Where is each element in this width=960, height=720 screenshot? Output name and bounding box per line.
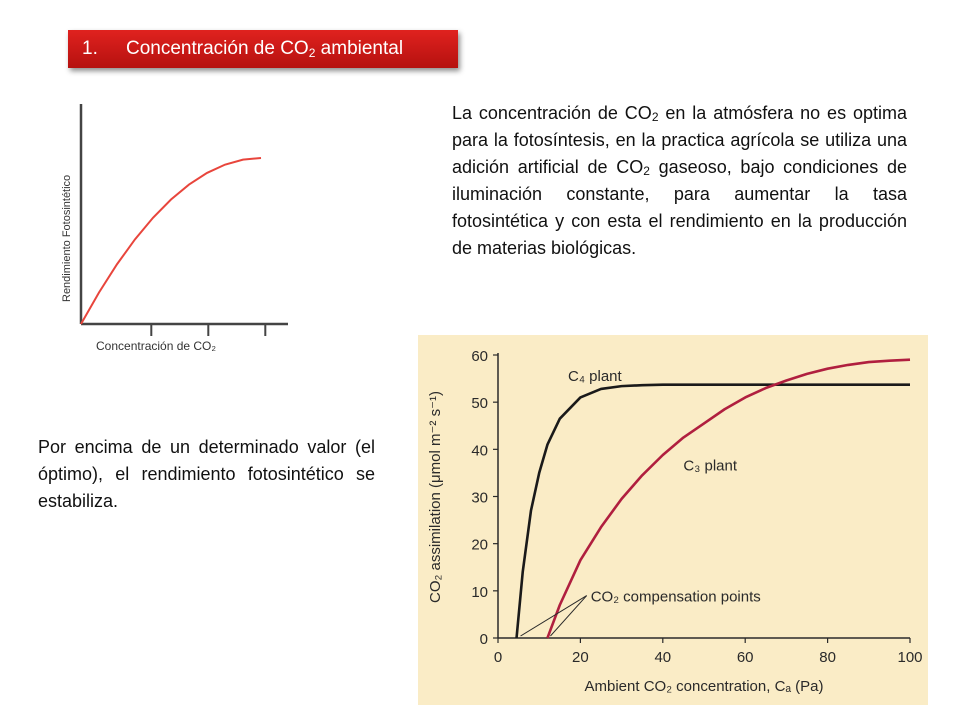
y-tick-label: 0 bbox=[480, 631, 488, 648]
x-tick-label: 0 bbox=[494, 649, 502, 666]
optimum-paragraph: Por encima de un determinado valor (el ó… bbox=[38, 437, 375, 511]
co2-description-paragraph: La concentración de CO2 en la atmósfera … bbox=[452, 103, 907, 258]
annotation-label: CO₂ compensation points bbox=[591, 589, 761, 606]
y-axis-label: CO₂ assimilation (μmol m⁻² s⁻¹) bbox=[427, 391, 444, 603]
c4-plant-line bbox=[515, 383, 910, 639]
title-number: 1. bbox=[82, 38, 98, 59]
x-tick-label: 20 bbox=[572, 649, 589, 666]
series-label: C₄ plant bbox=[568, 368, 622, 385]
c3-plant-line bbox=[546, 358, 911, 639]
annotation-pointer bbox=[550, 595, 588, 637]
x-axis-label: Concentración de CO₂ bbox=[96, 339, 216, 353]
y-tick-label: 10 bbox=[471, 584, 488, 601]
x-axis-label: Ambient CO₂ concentration, Cₐ (Pa) bbox=[585, 678, 824, 695]
y-tick-label: 60 bbox=[471, 348, 488, 365]
chart-background bbox=[418, 335, 928, 705]
section-title-banner: 1. Concentración de CO2 ambiental bbox=[68, 30, 458, 68]
y-tick-label: 30 bbox=[471, 490, 488, 507]
y-axis-label: Rendimiento Fotosintético bbox=[61, 175, 73, 302]
yield-curve bbox=[80, 157, 262, 325]
title-text: Concentración de CO2 ambiental bbox=[126, 38, 404, 60]
co2-yield-chart: Concentración de CO₂ Rendimiento Fotosint… bbox=[61, 104, 288, 353]
x-tick-label: 80 bbox=[819, 649, 836, 666]
y-tick-label: 40 bbox=[471, 442, 488, 459]
series-label: C₃ plant bbox=[683, 458, 737, 475]
annotation-pointer bbox=[520, 595, 587, 637]
co2-assimilation-chart: 0 10 20 30 40 50 60 0 20 40 60 80 100 Ambient CO₂ con… bbox=[418, 335, 928, 705]
x-tick-label: 100 bbox=[897, 649, 922, 666]
x-tick-label: 60 bbox=[737, 649, 754, 666]
y-tick-label: 20 bbox=[471, 537, 488, 554]
y-tick-label: 50 bbox=[471, 395, 488, 412]
x-tick-label: 40 bbox=[654, 649, 671, 666]
